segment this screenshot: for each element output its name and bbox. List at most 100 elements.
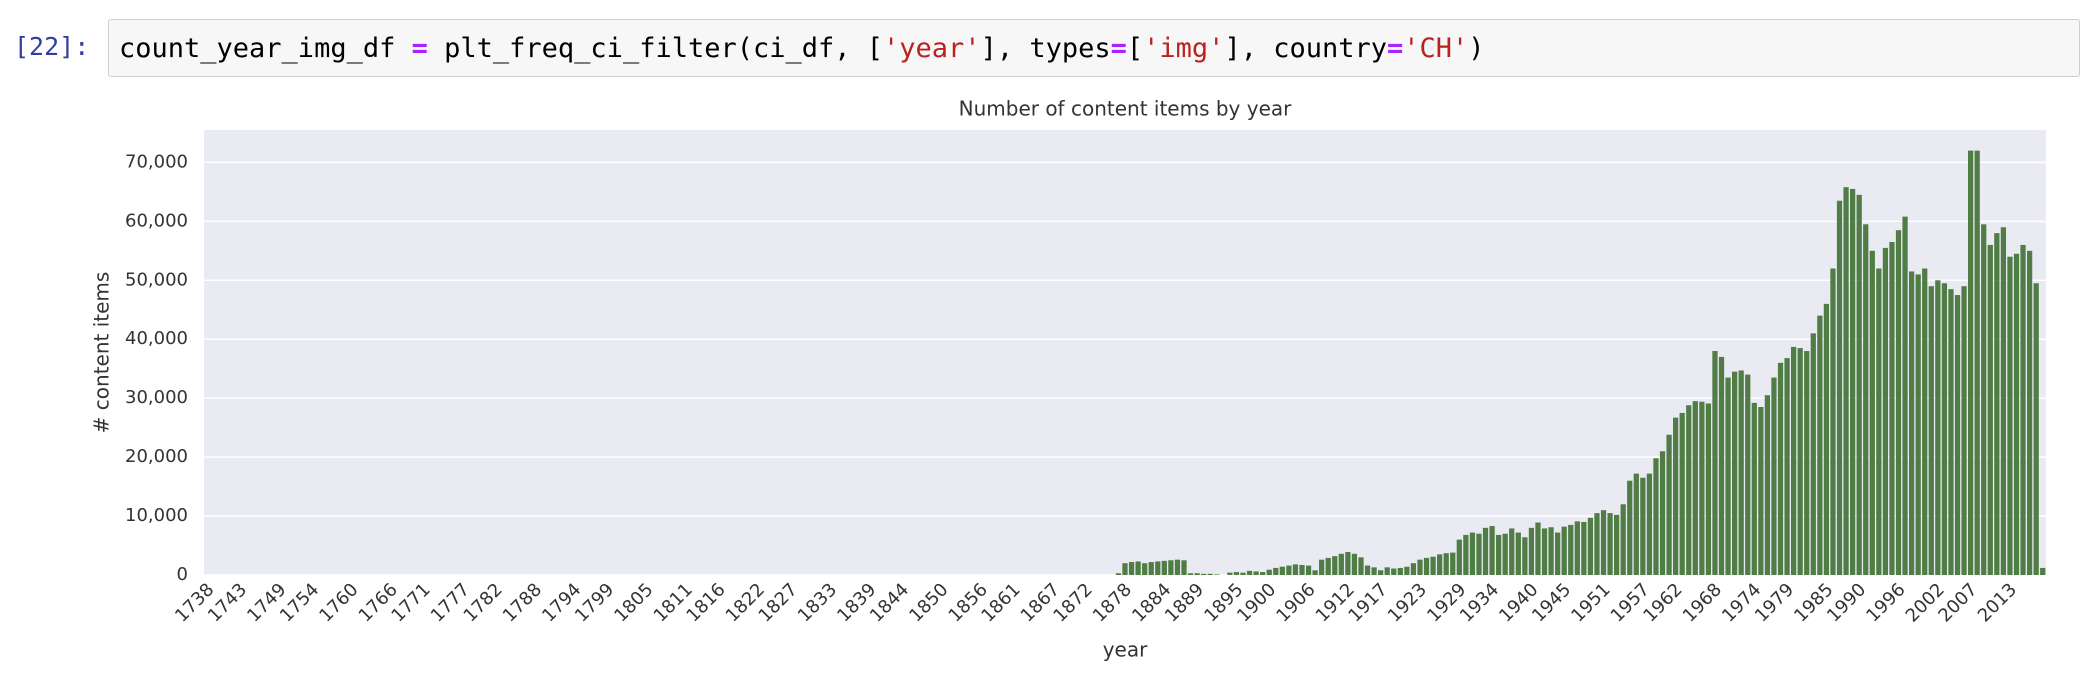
x-tick-label: 1917 [1344,579,1391,626]
x-tick-label: 1782 [460,579,507,626]
bar [1319,559,1325,575]
bar [1659,451,1666,575]
x-tick-label: 1945 [1528,579,1575,626]
bar [1260,572,1266,575]
bar [1568,524,1574,575]
bar [1922,268,1928,575]
bar [1836,200,1843,575]
bar [1712,351,1718,575]
bar [1633,473,1639,575]
code-token: 'year' [883,33,981,64]
bar [1201,573,1207,575]
code-token: ) [1468,33,1485,64]
code-token: ], country [1224,33,1387,64]
bar [1823,303,1830,575]
bar [1895,230,1902,575]
bar [1987,244,1993,575]
bar [1732,371,1738,575]
bar [1869,250,1875,575]
bar [1305,565,1312,575]
bar [1587,517,1594,575]
x-tick-label: 1754 [276,579,323,626]
bar [1456,539,1462,575]
bar [1777,362,1784,575]
code-token: 'img' [1143,33,1225,64]
bar [1935,280,1941,575]
bar [1699,401,1705,575]
bar [1830,268,1836,575]
bar [1548,527,1554,575]
bar [1450,552,1456,575]
bar [1863,224,1869,576]
x-tick-label: 1934 [1456,579,1503,626]
x-tick-label: 1743 [204,579,251,626]
code-token: = [1110,33,1127,64]
bar [1378,570,1384,575]
bar [1679,412,1685,575]
bar [1764,395,1771,575]
bar [1673,417,1679,575]
bar [1489,526,1495,575]
bar [1253,571,1259,575]
y-tick-label: 60,000 [125,210,188,231]
bar [1994,233,2000,575]
code-token: = [1387,33,1404,64]
bar [1856,194,1862,575]
x-tick-label: 1900 [1233,579,1280,626]
bar [1561,526,1567,575]
bar [1771,377,1777,575]
bar [1194,573,1200,575]
bar [1299,564,1305,575]
bar [1476,533,1482,575]
bar [2000,227,2007,576]
bar [1686,405,1692,575]
x-tick-label: 1799 [571,579,618,626]
x-tick-label: 1951 [1567,579,1614,626]
chart: Number of content items by year 0 10,000 20… [90,97,2046,662]
x-tick-label: 1906 [1272,579,1319,626]
bar [1404,566,1410,575]
code-token: 'CH' [1403,33,1469,64]
bar [1797,348,1803,575]
x-tick-label: 1878 [1089,579,1136,626]
x-axis-label: year [1103,638,1148,662]
bar [1240,572,1246,575]
bar [2013,253,2020,575]
y-tick-label: 40,000 [125,328,188,349]
bar [1227,572,1233,575]
bar [1325,557,1331,575]
bar [1555,532,1561,575]
bar [1155,561,1161,575]
bar [1233,572,1240,575]
bar [1430,556,1436,575]
bar [1312,570,1318,575]
bar [1607,513,1613,575]
bar [1692,401,1698,575]
bar [1817,315,1823,575]
bar [1443,553,1449,575]
y-tick-label: 70,000 [125,151,188,172]
bar [1397,567,1403,575]
bar [1791,346,1797,575]
x-tick-label: 1760 [315,579,362,626]
bar [1410,563,1417,575]
bar [1168,560,1174,575]
x-tick-label: 1844 [866,579,913,626]
bar [1640,477,1646,575]
x-tick-label: 1816 [682,579,729,626]
bar [1332,556,1338,575]
bar [1384,567,1390,575]
bar [1810,333,1816,575]
x-tick-label: 1827 [755,579,802,626]
cell-prompt: [22]: [14,32,90,61]
bar [2007,256,2013,575]
code-token: ], types [980,33,1111,64]
x-tick-label: 1990 [1823,579,1870,626]
bar [1541,528,1548,575]
bar [1292,564,1299,575]
bar [1751,402,1757,575]
bar [1351,553,1358,575]
x-tick-label: 1979 [1751,579,1798,626]
code-input[interactable]: count_year_img_df = plt_freq_ci_filter(c… [108,19,2080,77]
